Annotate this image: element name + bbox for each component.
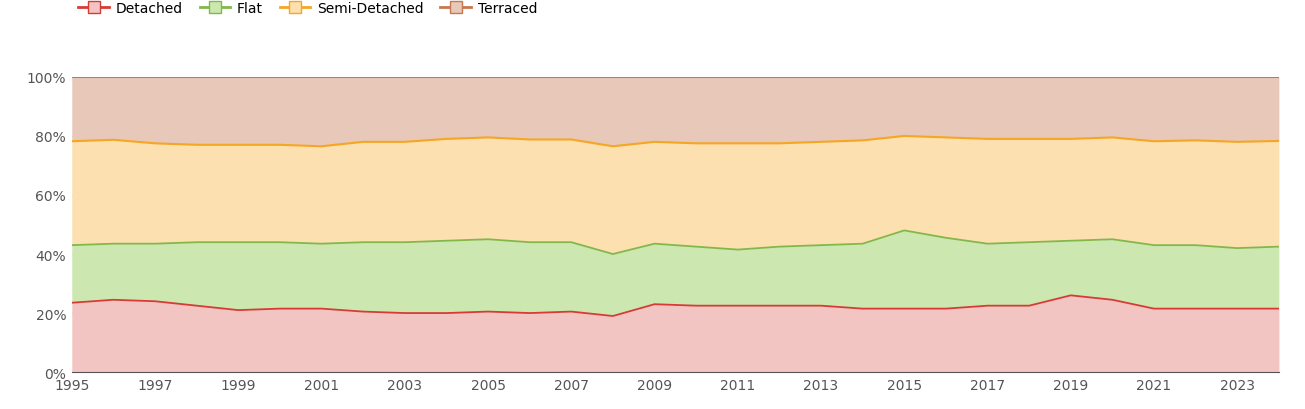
Legend: Detached, Flat, Semi-Detached, Terraced: Detached, Flat, Semi-Detached, Terraced [73,0,543,21]
